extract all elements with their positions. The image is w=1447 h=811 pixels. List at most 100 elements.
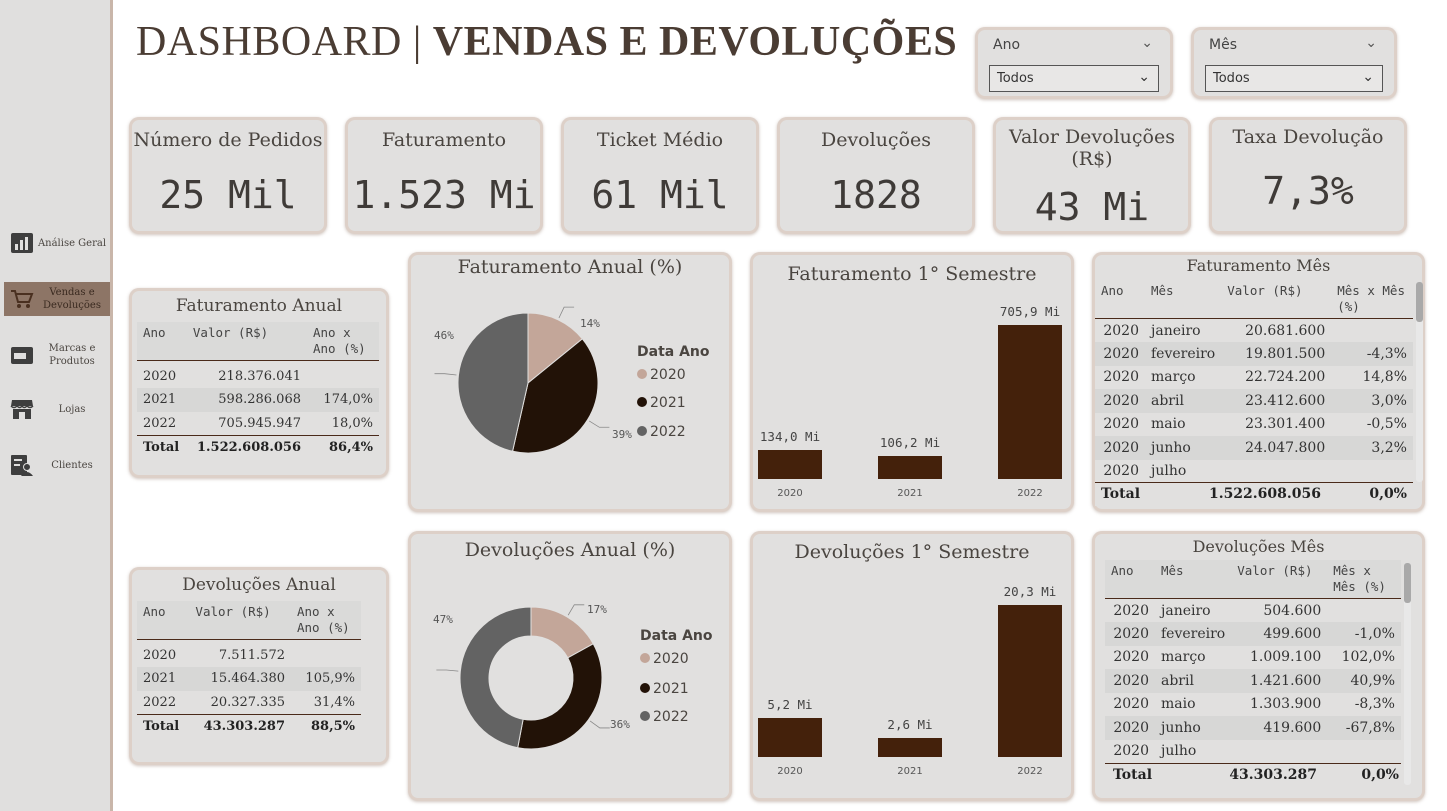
cell-pct: -1,0% — [1327, 622, 1401, 646]
column-header[interactable]: Valor (R$) — [186, 322, 307, 361]
cell-valor: 22.724.200 — [1245, 369, 1326, 386]
leader-line — [434, 373, 457, 376]
cell-ano: 2020 — [1113, 743, 1149, 760]
column-header[interactable]: Valor (R$) — [1231, 560, 1328, 599]
bar-2020[interactable] — [758, 718, 822, 757]
cell-valor: 1.009.100 — [1249, 649, 1322, 666]
kpi-title: Ticket Médio — [596, 129, 724, 151]
table-viewport[interactable]: Ano Mês Valor (R$) Mês x Mês (%) 2020 jan… — [1105, 560, 1401, 788]
column-header[interactable]: Ano — [1095, 280, 1145, 319]
legend-item[interactable]: 2022 — [640, 709, 689, 725]
cell-pct: 40,9% — [1327, 669, 1401, 693]
legend-item[interactable]: 2021 — [637, 395, 686, 411]
filter-mes-select[interactable]: Todos ⌄ — [1205, 65, 1383, 92]
column-header[interactable]: Mês — [1145, 280, 1222, 319]
legend-label: 2021 — [650, 395, 686, 411]
cell-mes: janeiro — [1161, 602, 1211, 619]
cell-pct — [1331, 460, 1413, 484]
cell-total-valor: 43.303.287 — [189, 713, 291, 738]
pie-slice-2020[interactable] — [527, 312, 584, 385]
cell-mes: abril — [1155, 669, 1232, 693]
cell-total-valor: 1.522.608.056 — [1208, 486, 1321, 502]
cell-ano: 2020 — [1103, 322, 1139, 339]
column-header[interactable]: Ano x Ano (%) — [291, 601, 361, 640]
nav-item-vendas-devolucoes[interactable]: Vendas e Devoluções — [4, 282, 110, 316]
column-header[interactable]: Ano x Ano (%) — [307, 322, 379, 361]
filter-ano: Ano ⌄ Todos ⌄ — [975, 27, 1173, 99]
filter-ano-select[interactable]: Todos ⌄ — [989, 65, 1159, 92]
kpi-value: 43 Mi — [1034, 185, 1150, 229]
pie-slice-2022[interactable] — [457, 312, 529, 452]
cell-valor: 1.303.900 — [1249, 696, 1322, 713]
legend-item[interactable]: 2021 — [640, 681, 689, 697]
chart-title: Devoluções Anual (%) — [464, 539, 676, 561]
leader-line — [436, 669, 459, 672]
cell-total-pct: 86,4% — [307, 434, 379, 459]
cell-valor: 499.600 — [1231, 622, 1328, 646]
bar-2021[interactable] — [878, 737, 942, 757]
pie-slice-2022[interactable] — [459, 606, 532, 749]
pie-slice-2021[interactable] — [511, 338, 599, 454]
nav-item-analise-geral[interactable]: Análise Geral — [4, 226, 110, 260]
kpi-card-ticket-medio: Ticket Médio 61 Mil — [561, 117, 759, 234]
nav-label-clientes: Clientes — [51, 459, 93, 471]
table-title: Devoluções Anual — [182, 575, 336, 595]
cell-ano: 2020 — [1095, 342, 1145, 366]
donut-chart — [436, 604, 610, 750]
table-row: 2020 junho 419.600 -67,8% — [1105, 716, 1401, 740]
bar-chart-icon — [11, 233, 33, 253]
table-viewport[interactable]: Ano Mês Valor (R$) Mês x Mês (%) 2020 jan… — [1095, 280, 1413, 506]
cell-mes: julho — [1151, 463, 1187, 480]
scrollbar[interactable] — [1404, 563, 1411, 785]
cell-total-label: Total — [137, 434, 187, 459]
store-icon — [10, 400, 34, 419]
bar-2020[interactable] — [758, 449, 822, 479]
nav-item-marcas-produtos[interactable]: Marcas e Produtos — [4, 338, 110, 372]
column-header[interactable]: Ano — [137, 322, 187, 361]
cell-ano: 2021 — [137, 388, 187, 412]
column-header[interactable]: Mês x Mês (%) — [1331, 280, 1413, 319]
chevron-down-icon[interactable]: ⌄ — [1365, 35, 1377, 51]
legend-label: 2021 — [653, 681, 689, 697]
table-row: 2020 março 22.724.200 14,8% — [1095, 366, 1413, 390]
column-header[interactable]: Mês x Mês (%) — [1327, 560, 1401, 599]
slice-label: 47% — [433, 613, 453, 626]
legend-item[interactable]: 2020 — [637, 367, 686, 383]
nav-item-lojas[interactable]: Lojas — [4, 392, 110, 426]
cell-valor: 23.412.600 — [1221, 389, 1332, 413]
chevron-down-icon[interactable]: ⌄ — [1141, 35, 1153, 51]
scrollbar-thumb[interactable] — [1416, 282, 1423, 322]
cell-valor: 419.600 — [1231, 716, 1328, 740]
cell-valor: 23.301.400 — [1245, 416, 1326, 433]
cell-pct — [1331, 319, 1413, 343]
legend-item[interactable]: 2022 — [637, 424, 686, 440]
bar-value-label: 2,6 Mi — [887, 716, 933, 732]
bar-2021[interactable] — [878, 455, 942, 479]
legend-item[interactable]: 2020 — [640, 651, 689, 667]
scrollbar[interactable] — [1416, 282, 1423, 482]
cell-valor: 598.286.068 — [186, 388, 307, 412]
cell-valor: 218.376.041 — [218, 368, 301, 384]
x-tick-label: 2020 — [777, 488, 803, 499]
bar-2022[interactable] — [998, 605, 1062, 757]
table-title: Faturamento Anual — [175, 296, 343, 316]
cell-ano: 2020 — [1095, 436, 1145, 460]
bar-2022[interactable] — [998, 325, 1062, 479]
column-header[interactable]: Mês — [1155, 560, 1232, 599]
cell-ano: 2020 — [1113, 696, 1149, 713]
column-header[interactable]: Ano — [1105, 560, 1155, 599]
table-total-row: Total 1.522.608.056 0,0% — [1095, 482, 1413, 506]
legend-dot — [637, 426, 647, 436]
column-header[interactable]: Valor (R$) — [1221, 280, 1332, 319]
column-header[interactable]: Ano — [137, 601, 190, 640]
cell-mes: maio — [1151, 416, 1186, 433]
legend-title: Data Ano — [637, 344, 710, 360]
pie-slice-2021[interactable] — [517, 643, 603, 750]
nav-item-clientes[interactable]: Clientes — [4, 448, 110, 482]
cell-mes: junho — [1145, 436, 1222, 460]
cart-icon — [11, 290, 34, 308]
cell-valor: 705.945.947 — [218, 415, 301, 431]
cell-ano: 2020 — [1105, 669, 1155, 693]
column-header[interactable]: Valor (R$) — [189, 601, 291, 640]
scrollbar-thumb[interactable] — [1404, 563, 1411, 603]
